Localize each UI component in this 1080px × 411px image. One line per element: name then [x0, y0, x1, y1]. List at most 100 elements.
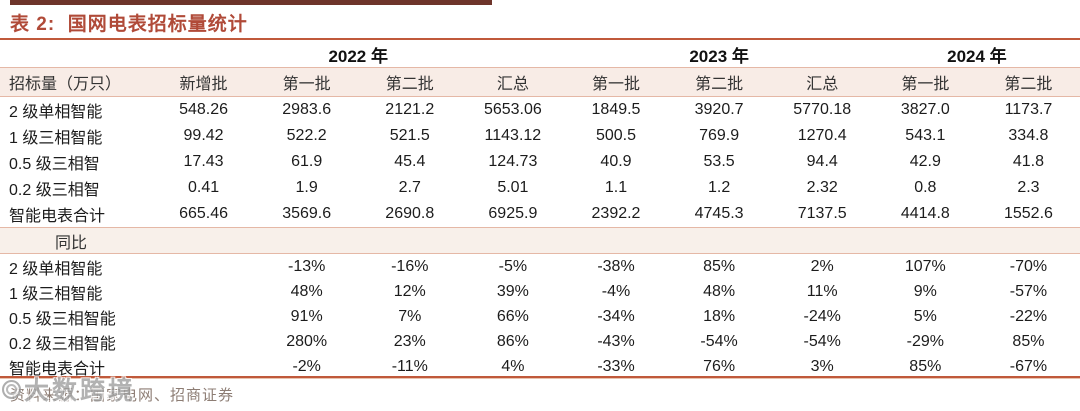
value-cell: 12% — [393, 282, 426, 300]
value-cell — [152, 329, 255, 354]
value-cell: 66% — [496, 307, 529, 325]
value-cell: 1270.4 — [797, 127, 847, 144]
yoy-row: 0.2 级三相智能 280% 23% 86% -43% -54% -54% -29% 85% — [0, 329, 1080, 354]
value-cell: 280% — [286, 332, 328, 350]
value-cell: 1.9 — [295, 179, 318, 196]
value-cell: 5770.18 — [793, 101, 852, 118]
value-cell: 42.9 — [909, 153, 941, 170]
yoy-section-row: 同比 — [0, 227, 1080, 254]
value-cell: -38% — [597, 257, 635, 275]
value-cell: -67% — [1009, 357, 1048, 375]
value-cell: 2983.6 — [282, 101, 332, 118]
year-group-header: 2022 年 — [328, 46, 388, 66]
value-cell: 543.1 — [905, 127, 946, 144]
value-cell: 17.43 — [183, 153, 224, 170]
value-cell: 48% — [290, 282, 323, 300]
value-cell: 85% — [909, 357, 942, 375]
value-cell: 3569.6 — [282, 205, 332, 222]
value-cell: -22% — [1009, 307, 1048, 325]
column-header: 第二批 — [667, 67, 771, 97]
value-cell: 2392.2 — [591, 205, 641, 222]
value-cell: 500.5 — [595, 127, 637, 144]
value-cell: 1.1 — [604, 179, 628, 196]
value-cell: 9% — [913, 282, 937, 300]
value-cell: 45.4 — [394, 153, 426, 170]
value-cell: 86% — [496, 332, 529, 350]
value-cell: 85% — [703, 257, 736, 275]
value-cell: 107% — [904, 257, 946, 275]
yoy-row: 0.5 级三相智能 91% 7% 66% -34% 18% -24% 5% -22% — [0, 304, 1080, 329]
bottom-divider-rule — [0, 376, 1080, 378]
title-underline-rule — [0, 38, 1080, 40]
value-cell: 2121.2 — [385, 101, 435, 118]
value-cell: 665.46 — [179, 205, 229, 222]
value-cell: 94.4 — [806, 153, 838, 170]
value-cell: 0.41 — [187, 179, 220, 196]
row-label: 0.5 级三相智 — [9, 156, 100, 173]
value-cell: -33% — [597, 357, 635, 375]
row-label: 2 级单相智能 — [9, 104, 103, 121]
value-cell: 91% — [290, 307, 323, 325]
value-cell: -13% — [287, 257, 326, 275]
value-cell: 1552.6 — [1003, 205, 1053, 222]
value-cell: 39% — [496, 282, 529, 300]
value-cell: 2.3 — [1017, 179, 1040, 196]
value-cell: 6925.9 — [488, 205, 538, 222]
section-label: 同比 — [0, 227, 1080, 254]
row-label: 0.2 级三相智能 — [9, 335, 116, 353]
yoy-row: 2 级单相智能 -13% -16% -5% -38% 85% 2% 107% -70% — [0, 254, 1080, 280]
value-cell: -2% — [292, 357, 321, 375]
value-cell: 85% — [1012, 332, 1045, 350]
row-label: 0.2 级三相智 — [9, 182, 100, 199]
value-cell: 18% — [703, 307, 736, 325]
column-header: 新增批 — [152, 67, 256, 97]
row-label: 智能电表合计 — [9, 208, 106, 225]
value-cell: -16% — [391, 257, 429, 275]
value-cell: 7137.5 — [797, 205, 847, 222]
value-cell: -54% — [700, 332, 738, 350]
row-label: 智能电表合计 — [9, 360, 106, 378]
value-cell: 48% — [703, 282, 736, 300]
value-cell — [152, 304, 255, 329]
row-label: 1 级三相智能 — [9, 130, 103, 147]
column-header: 第一批 — [255, 67, 359, 97]
value-cell: 40.9 — [600, 153, 632, 170]
meter-bidding-table: 2022 年 2023 年 2024 年招标量（万只） 新增批 第一批 第二批 汇总 第一批第… — [0, 41, 1080, 379]
value-cell: 548.26 — [179, 101, 229, 118]
column-header: 第一批 — [873, 67, 977, 97]
yoy-row: 1 级三相智能 48% 12% 39% -4% 48% 11% 9% -57% — [0, 279, 1080, 304]
value-cell: 41.8 — [1012, 153, 1044, 170]
value-cell: -54% — [803, 332, 841, 350]
year-group-header: 2023 年 — [689, 46, 749, 66]
row-label: 2 级单相智能 — [9, 260, 103, 278]
value-cell: 3% — [810, 357, 834, 375]
column-header: 汇总 — [461, 67, 565, 97]
value-cell: 11% — [806, 282, 838, 300]
value-cell: 1.2 — [707, 179, 731, 196]
source-note: 资料来源：国家电网、招商证券 — [10, 387, 235, 404]
meter-table-body: 2022 年 2023 年 2024 年招标量（万只） 新增批 第一批 第二批 汇总 第一批第… — [0, 41, 1080, 379]
volume-row: 2 级单相智能 548.26 2983.6 2121.2 5653.06 1849.5 39… — [0, 97, 1080, 124]
value-cell: 5653.06 — [483, 101, 542, 118]
value-cell: 2.7 — [398, 179, 421, 196]
value-cell: 2% — [810, 257, 834, 275]
value-cell: -5% — [498, 257, 528, 275]
value-cell: -29% — [906, 332, 944, 350]
value-cell: 769.9 — [699, 127, 740, 144]
column-header: 第二批 — [358, 67, 462, 97]
volume-row: 0.5 级三相智 17.43 61.9 45.4 124.73 40.9 53.5 94.4 4… — [0, 149, 1080, 175]
value-cell: 4414.8 — [900, 205, 950, 222]
value-cell: 5.01 — [497, 179, 529, 196]
volume-row: 智能电表合计 665.46 3569.6 2690.8 6925.9 2392.2 4745… — [0, 201, 1080, 228]
value-cell: 3827.0 — [900, 101, 950, 118]
value-cell: -4% — [601, 282, 631, 300]
value-cell: 1849.5 — [591, 101, 641, 118]
value-cell: 1143.12 — [484, 127, 542, 144]
table-title: 表 2: 国网电表招标量统计 — [10, 14, 248, 35]
column-header: 招标量（万只） — [0, 67, 152, 97]
yoy-row: 智能电表合计 -2% -11% 4% -33% 76% 3% 85% -67% — [0, 354, 1080, 379]
volume-row: 0.2 级三相智 0.41 1.9 2.7 5.01 1.1 1.2 2.32 0.8 2.3 — [0, 175, 1080, 201]
value-cell: -57% — [1009, 282, 1048, 300]
value-cell: 334.8 — [1008, 127, 1049, 144]
